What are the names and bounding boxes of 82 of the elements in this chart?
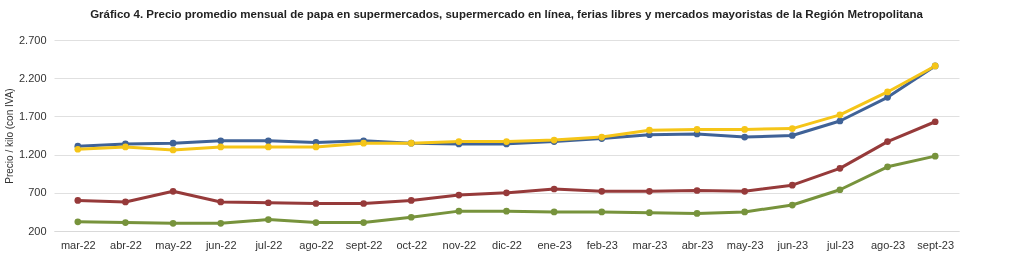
point — [741, 187, 749, 195]
point — [217, 198, 225, 206]
point — [455, 191, 463, 199]
point — [646, 209, 653, 217]
point — [741, 208, 749, 216]
x-tick-label: sept-22 — [345, 238, 383, 251]
point — [74, 197, 82, 204]
point — [788, 125, 796, 132]
point — [788, 181, 796, 189]
point — [598, 187, 606, 195]
x-tick-label: ene-23 — [537, 238, 572, 251]
point — [503, 189, 510, 197]
point — [931, 118, 939, 126]
point — [407, 213, 415, 221]
x-tick-label: sept-23 — [917, 238, 955, 251]
point — [360, 200, 367, 207]
x-tick-label: feb-23 — [586, 238, 618, 251]
point — [646, 187, 653, 195]
x-tick-label: nov-22 — [442, 238, 477, 251]
x-tick-label: dic-22 — [492, 238, 522, 251]
x-tick-label: abr-22 — [110, 238, 142, 251]
point — [407, 197, 415, 204]
x-tick-label: mar-22 — [60, 238, 96, 251]
point — [836, 165, 844, 172]
y-tick-label: 1.200 — [18, 148, 47, 161]
point — [217, 220, 225, 227]
point — [741, 126, 749, 133]
y-tick-label: 200 — [28, 224, 47, 237]
point — [503, 207, 510, 215]
point — [693, 126, 701, 133]
point — [836, 186, 844, 194]
point — [264, 199, 272, 207]
x-tick-label: may-23 — [726, 238, 764, 251]
x-tick-label: jun-22 — [204, 238, 237, 251]
point — [788, 201, 796, 209]
x-tick-label: ago-23 — [870, 238, 906, 251]
point — [264, 137, 272, 145]
point — [312, 219, 320, 226]
y-tick-label: 1.700 — [18, 109, 47, 122]
y-tick-label: 2.200 — [18, 71, 47, 84]
point — [169, 146, 177, 154]
x-tick-label: abr-23 — [681, 238, 714, 251]
y-axis-title: Precio / kilo (con IVA) — [3, 88, 15, 184]
point — [312, 200, 320, 207]
point — [217, 137, 225, 145]
point — [693, 210, 701, 217]
point — [931, 152, 939, 160]
x-tick-label: oct-22 — [396, 238, 428, 251]
point — [646, 126, 653, 134]
point — [122, 198, 129, 206]
point — [884, 93, 891, 101]
chart-title: Gráfico 4. Precio promedio mensual de papa en supermercados, supermercado en línea, ferias libres y mercados mayoristas de la Región Metropolitana — [90, 7, 924, 20]
point — [884, 163, 891, 171]
point — [74, 218, 82, 226]
x-tick-label: may-22 — [155, 238, 192, 251]
point — [884, 138, 891, 145]
point — [693, 187, 701, 194]
x-tick-label: jul-23 — [825, 238, 854, 251]
x-tick-label: ago-22 — [299, 238, 334, 251]
point — [169, 139, 177, 147]
x-tick-label: jun-23 — [776, 238, 809, 251]
point — [550, 208, 558, 216]
y-tick-label: 2.700 — [18, 33, 47, 46]
point — [360, 219, 367, 226]
point — [312, 143, 320, 151]
point — [741, 133, 749, 141]
point — [217, 143, 225, 151]
point — [836, 111, 844, 119]
point — [455, 207, 463, 215]
x-tick-label: jul-22 — [254, 238, 283, 251]
point — [788, 132, 796, 139]
x-tick-label: mar-23 — [632, 238, 668, 251]
point — [836, 117, 844, 125]
point — [884, 88, 891, 96]
y-tick-label: 700 — [28, 186, 47, 199]
point — [550, 185, 558, 193]
point — [264, 143, 272, 151]
point — [264, 216, 272, 223]
point — [598, 208, 606, 216]
point — [169, 220, 177, 227]
point — [122, 219, 129, 226]
point — [169, 187, 177, 195]
